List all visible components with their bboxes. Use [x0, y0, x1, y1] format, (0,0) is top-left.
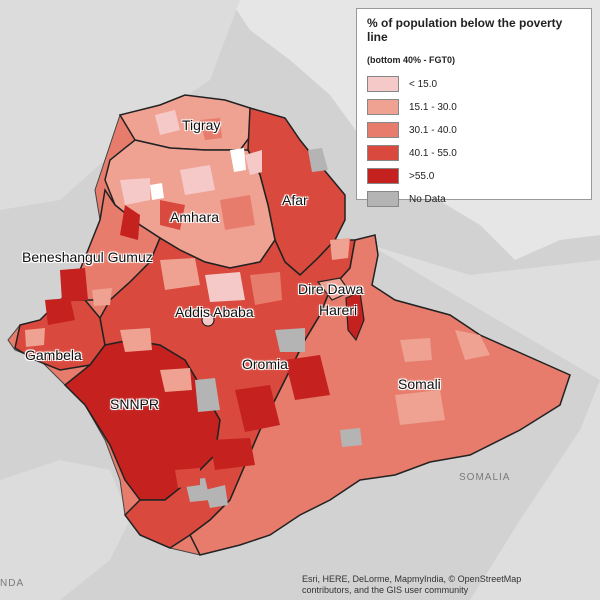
label-beneshangul: Beneshangul Gumuz	[22, 249, 153, 265]
label-somalia: SOMALIA	[459, 472, 511, 483]
label-dire-dawa: Dire Dawa	[298, 281, 364, 297]
legend-label: 30.1 - 40.0	[409, 124, 457, 136]
legend-label: 15.1 - 30.0	[409, 101, 457, 113]
label-addis-ababa: Addis Ababa	[175, 304, 254, 320]
legend-items: < 15.0 15.1 - 30.0 30.1 - 40.0 40.1 - 55…	[367, 73, 581, 211]
region-hareri[interactable]	[345, 291, 365, 342]
region-somali[interactable]	[189, 234, 571, 556]
label-oromia: Oromia	[242, 356, 288, 372]
legend-swatch	[367, 168, 399, 185]
legend-swatch	[367, 122, 399, 139]
legend-swatch	[367, 191, 399, 208]
legend-subtitle: (bottom 40% - FGT0)	[367, 54, 455, 65]
label-amhara: Amhara	[170, 209, 220, 225]
label-afar: Afar	[282, 192, 308, 208]
legend-title: % of population below the poverty line	[367, 16, 563, 44]
legend-item-class5: >55.0	[367, 165, 581, 188]
legend-item-nodata: No Data	[367, 188, 581, 211]
map-attribution: Esri, HERE, DeLorme, MapmyIndia, © OpenS…	[302, 574, 592, 596]
district-patches	[25, 110, 490, 508]
region-addis-ababa[interactable]	[201, 313, 215, 327]
label-hareri: Hareri	[319, 302, 358, 318]
neighbor-land-southwest	[0, 460, 130, 600]
legend-item-class1: < 15.0	[367, 73, 581, 96]
neighbor-land-somalia	[370, 245, 600, 600]
legend-label: < 15.0	[409, 78, 438, 90]
attribution-line-2: contributors, and the GIS user community	[302, 584, 469, 595]
legend-item-class2: 15.1 - 30.0	[367, 96, 581, 119]
legend-swatch	[367, 76, 399, 93]
attribution-line-1: Esri, HERE, DeLorme, MapmyIndia, © OpenS…	[302, 574, 522, 584]
legend: % of population below the poverty line (…	[356, 8, 592, 208]
legend-item-class3: 30.1 - 40.0	[367, 119, 581, 142]
region-dire-dawa[interactable]	[316, 277, 351, 301]
label-gambela: Gambela	[25, 347, 82, 363]
label-snnpr: SNNPR	[110, 396, 160, 412]
label-edge-country: NDA	[0, 578, 25, 589]
legend-item-class4: 40.1 - 55.0	[367, 142, 581, 165]
legend-label: >55.0	[409, 170, 435, 182]
legend-swatch	[367, 145, 399, 162]
label-somali: Somali	[398, 376, 441, 392]
legend-label: No Data	[409, 193, 446, 205]
label-tigray: Tigray	[182, 117, 221, 133]
legend-swatch	[367, 99, 399, 116]
legend-label: 40.1 - 55.0	[409, 147, 457, 159]
neighbor-land-northwest	[0, 0, 240, 210]
